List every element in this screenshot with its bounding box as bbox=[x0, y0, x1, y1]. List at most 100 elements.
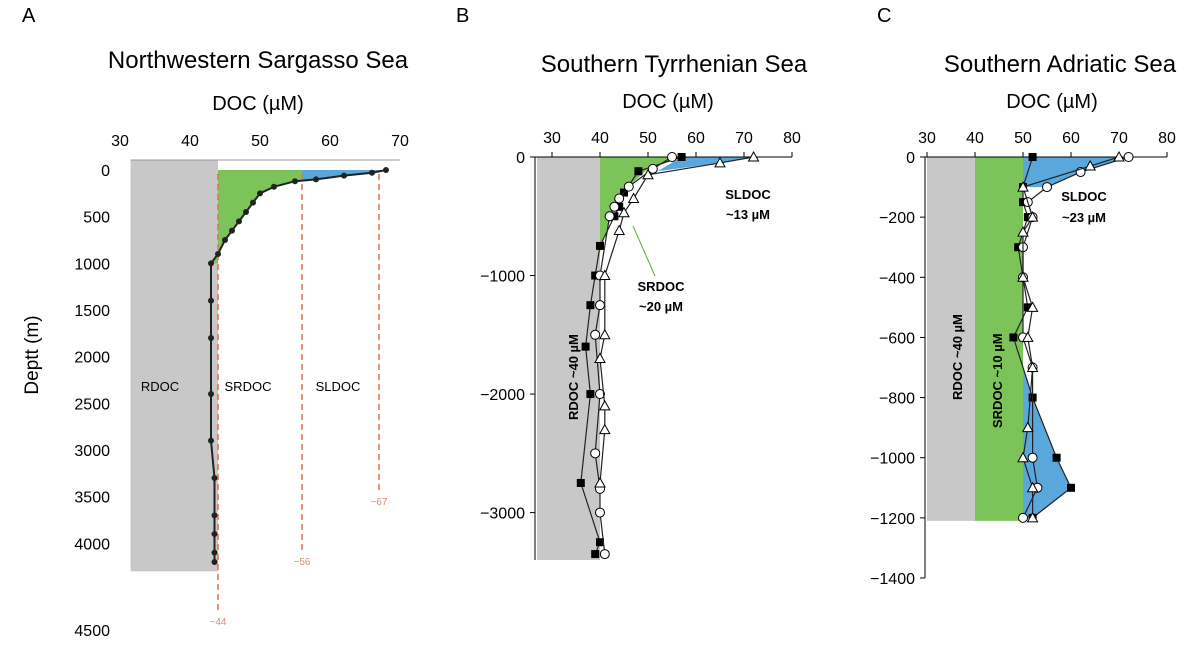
triangle-marker bbox=[1113, 150, 1125, 162]
rdoc-label: RDOC ~40 µM bbox=[950, 314, 965, 400]
srdoc-region bbox=[211, 170, 302, 264]
triangle-marker bbox=[613, 224, 626, 235]
profile-line bbox=[210, 169, 387, 562]
triangle-marker bbox=[1021, 421, 1034, 433]
x-tick-label: 60 bbox=[321, 133, 339, 150]
circle-marker bbox=[623, 181, 634, 192]
panel-c-plot: RDOC ~40 µM SRDOC ~10 µM SLDOC ~23 µM 30 40 50… bbox=[870, 130, 1176, 588]
square-marker bbox=[586, 301, 595, 310]
y-tick-label: −400 bbox=[879, 270, 915, 287]
circle-marker bbox=[1018, 512, 1028, 523]
triangle-marker bbox=[594, 352, 606, 363]
y-tick-label: 1500 bbox=[74, 303, 110, 320]
panel-a-xlabel: DOC (µM) bbox=[212, 93, 304, 115]
circle-marker bbox=[667, 152, 677, 162]
rdoc-region bbox=[927, 157, 975, 521]
y-tick-label: 3500 bbox=[74, 490, 110, 507]
panel-a-plot: 30 40 50 60 70 0 500 1000 1500 2000 2500 3000 3500 40… bbox=[74, 133, 409, 640]
x-tick-label: 30 bbox=[111, 133, 129, 150]
data-point bbox=[271, 183, 277, 190]
data-point bbox=[383, 167, 389, 173]
x-tick-label: 60 bbox=[687, 130, 705, 147]
y-tick-label: 2000 bbox=[74, 350, 110, 367]
y-tick-label: 3000 bbox=[74, 443, 110, 460]
data-point bbox=[208, 437, 214, 444]
x-tick-label: 80 bbox=[1158, 130, 1176, 147]
square-marker bbox=[591, 550, 600, 559]
triangle-marker bbox=[1026, 481, 1039, 493]
square-marker bbox=[634, 167, 643, 176]
panel-b-plot: RDOC ~40 µM SRDOC ~20 µM SLDOC ~13 µM 30 40 50 6… bbox=[480, 130, 801, 560]
data-point bbox=[369, 169, 375, 176]
data-point bbox=[229, 227, 235, 234]
triangle-marker bbox=[1017, 226, 1029, 237]
y-tick-label: −3000 bbox=[480, 506, 525, 523]
triangle-marker bbox=[1026, 361, 1039, 372]
data-point bbox=[211, 475, 218, 481]
data-point bbox=[211, 559, 218, 565]
square-marker bbox=[581, 342, 590, 351]
panel-c: C Southern Adriatic Sea DOC (µM) RDOC ~4… bbox=[870, 5, 1177, 588]
triangle-marker bbox=[1026, 301, 1039, 312]
x-tick-label: 40 bbox=[181, 133, 199, 150]
triangle-marker bbox=[598, 399, 611, 411]
circle-marker bbox=[647, 163, 658, 174]
panel-a-letter: A bbox=[22, 5, 36, 27]
triangle-marker bbox=[598, 328, 611, 340]
srdoc-label: SRDOC bbox=[225, 379, 272, 394]
circle-marker bbox=[1042, 182, 1052, 193]
square-marker bbox=[1052, 453, 1061, 462]
data-point bbox=[215, 251, 221, 257]
data-point bbox=[243, 209, 249, 215]
triangle-marker bbox=[594, 476, 606, 488]
circle-marker bbox=[595, 389, 605, 400]
rdoc-region bbox=[130, 160, 218, 572]
square-marker bbox=[1028, 153, 1037, 161]
panel-b-title: Southern Tyrrhenian Sea bbox=[541, 51, 808, 78]
triangle-marker bbox=[1017, 451, 1029, 463]
sldoc-label: SLDOC bbox=[725, 187, 771, 202]
srdoc-pointer bbox=[632, 225, 656, 277]
triangle-marker bbox=[1017, 271, 1029, 282]
square-marker bbox=[586, 390, 595, 399]
triangle-marker bbox=[1021, 331, 1034, 342]
data-point bbox=[341, 172, 347, 179]
y-tick-label: 500 bbox=[83, 210, 110, 227]
guide-label: ~67 bbox=[371, 497, 388, 508]
y-tick-label: 0 bbox=[516, 150, 525, 167]
y-tick-label: 1000 bbox=[74, 256, 110, 273]
triangle-marker bbox=[714, 156, 726, 168]
circle-marker bbox=[609, 201, 620, 212]
panel-a-title: Northwestern Sargasso Sea bbox=[108, 47, 409, 74]
y-tick-label: −800 bbox=[879, 391, 915, 408]
y-tick-label: −1200 bbox=[870, 511, 915, 528]
y-tick-label: 0 bbox=[906, 150, 915, 167]
y-tick-label: −1000 bbox=[870, 451, 915, 468]
sldoc-label: SLDOC bbox=[1061, 189, 1107, 204]
square-marker bbox=[576, 478, 585, 487]
circle-marker bbox=[599, 549, 610, 560]
data-point bbox=[222, 237, 228, 243]
x-tick-label: 70 bbox=[1110, 130, 1128, 147]
srdoc-label: SRDOC bbox=[638, 279, 686, 294]
triangle-marker bbox=[642, 168, 654, 180]
x-tick-label: 50 bbox=[1014, 130, 1032, 147]
triangle-marker bbox=[747, 150, 760, 162]
triangle-marker bbox=[1084, 159, 1097, 171]
x-tick-label: 40 bbox=[591, 130, 609, 147]
data-point bbox=[236, 218, 242, 225]
x-tick-label: 50 bbox=[639, 130, 657, 147]
circle-marker bbox=[595, 300, 605, 311]
x-tick-label: 70 bbox=[735, 130, 753, 147]
triangle-marker bbox=[627, 192, 640, 203]
circle-marker bbox=[1123, 152, 1134, 162]
data-point bbox=[211, 512, 218, 519]
sldoc-value: ~13 µM bbox=[726, 207, 770, 222]
y-tick-label: −600 bbox=[879, 330, 915, 347]
panel-a: A Northwestern Sargasso Sea DOC (µM) Dep… bbox=[22, 5, 409, 640]
data-point bbox=[292, 178, 298, 185]
y-tick-label: −200 bbox=[879, 210, 915, 227]
srdoc-region bbox=[600, 157, 682, 252]
square-marker bbox=[677, 153, 686, 161]
